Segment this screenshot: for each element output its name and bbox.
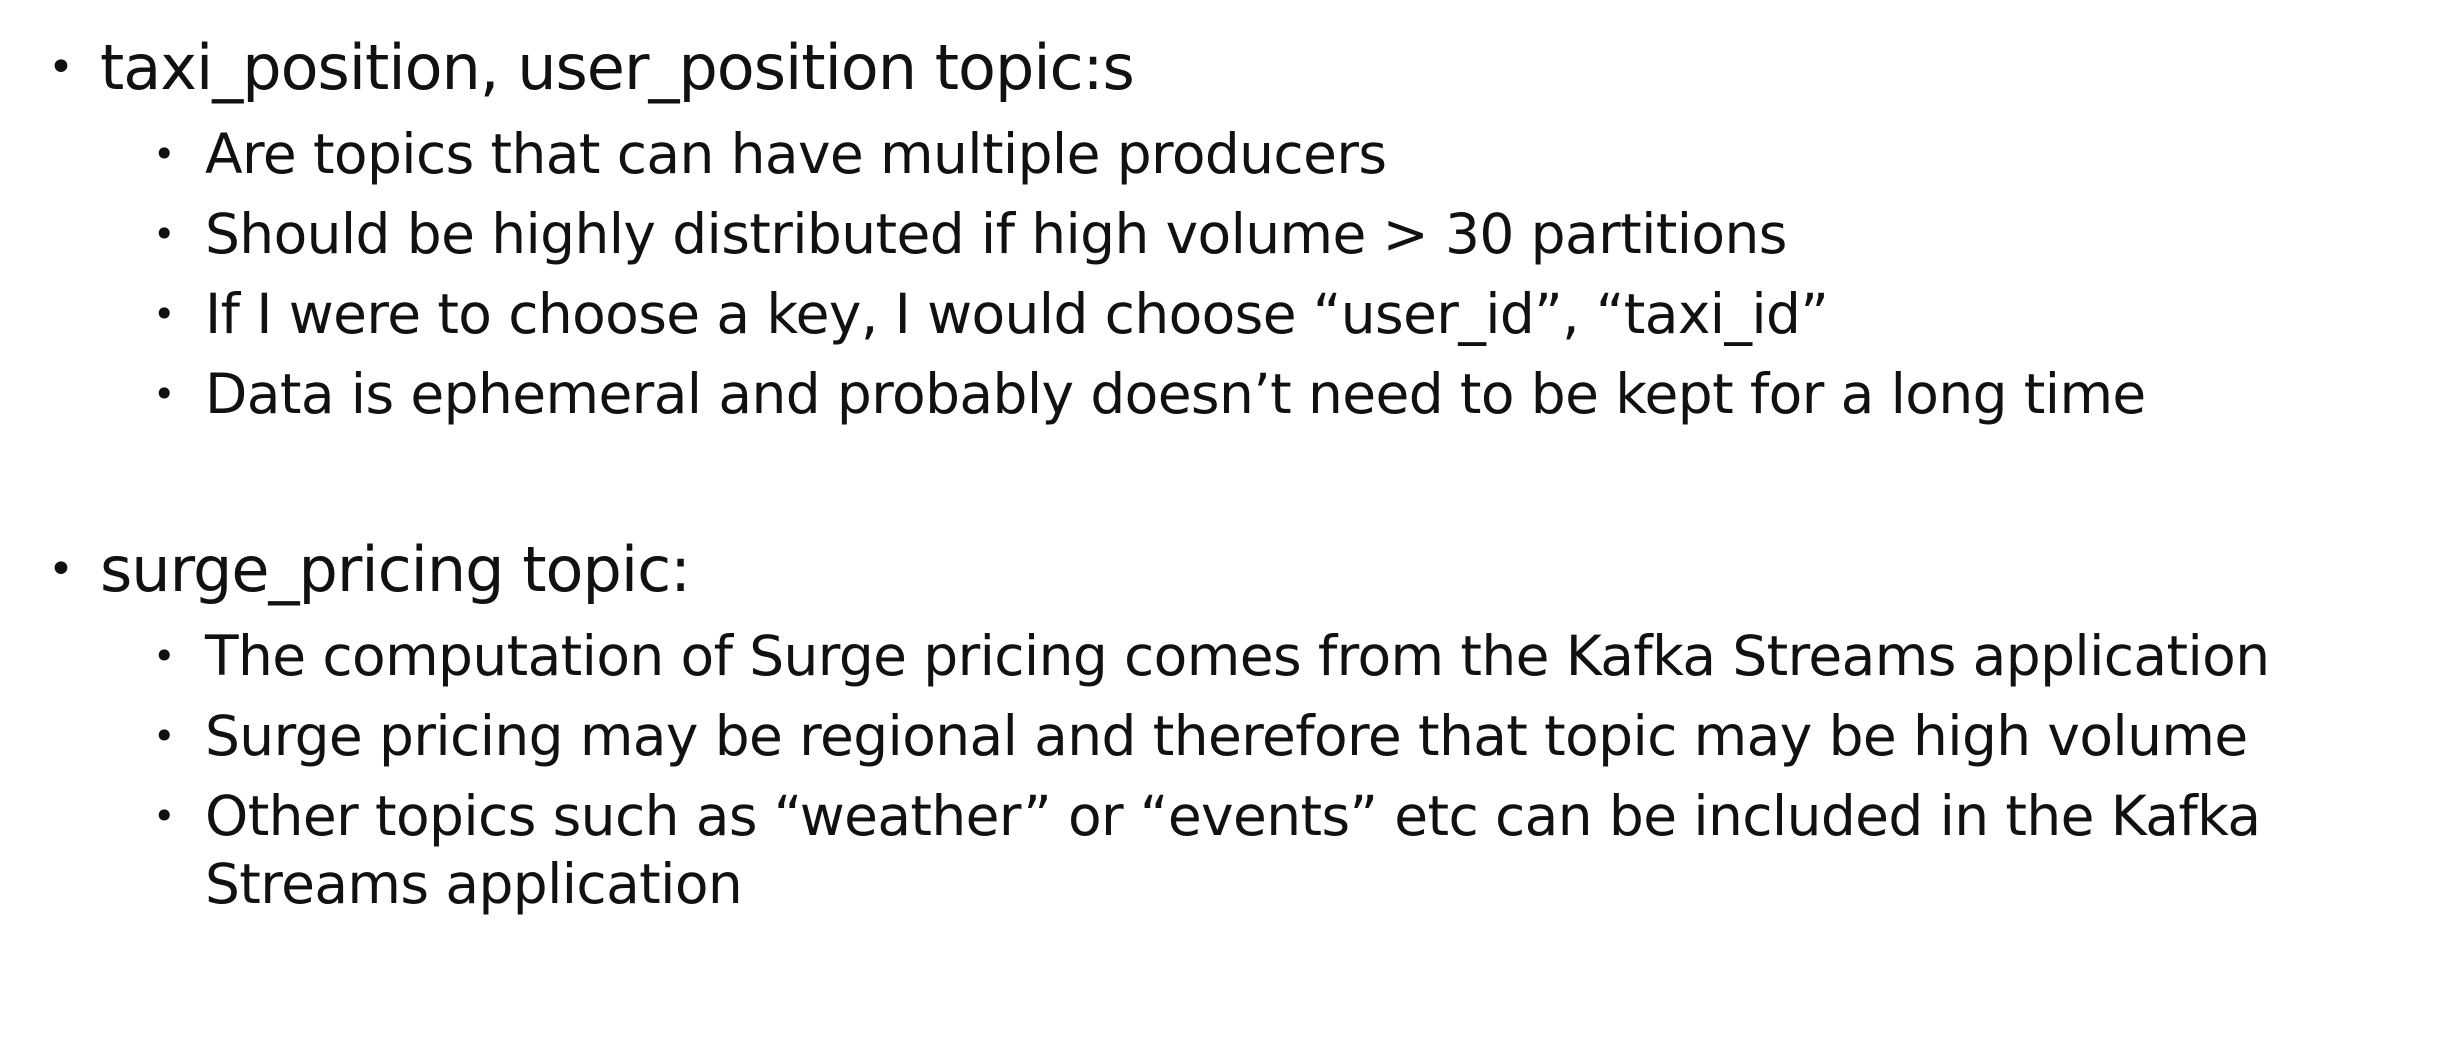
section-heading: • surge_pricing topic:	[0, 530, 2448, 610]
list-item: • Data is ephemeral and probably doesn’t…	[0, 360, 2405, 428]
list-item: • Are topics that can have multiple prod…	[0, 120, 2405, 188]
section-surge-pricing: • surge_pricing topic: • The computation…	[0, 530, 2448, 918]
list-item: • Should be highly distributed if high v…	[0, 200, 2405, 268]
heading-text: surge_pricing topic:	[100, 533, 691, 606]
bullet-icon: •	[153, 714, 175, 758]
bullet-icon: •	[48, 42, 74, 93]
list-item: • The computation of Surge pricing comes…	[0, 622, 2405, 690]
sub-bullet-list: • Are topics that can have multiple prod…	[0, 120, 2448, 428]
bullet-icon: •	[48, 544, 74, 595]
list-item: • If I were to choose a key, I would cho…	[0, 280, 2405, 348]
bullet-icon: •	[153, 212, 175, 256]
bullet-icon: •	[153, 372, 175, 416]
section-heading: • taxi_position, user_position topic:s	[0, 28, 2448, 108]
list-item: • Surge pricing may be regional and ther…	[0, 702, 2405, 770]
heading-text: taxi_position, user_position topic:s	[100, 31, 1135, 104]
bullet-icon: •	[153, 634, 175, 678]
list-item-text: Other topics such as “weather” or “event…	[205, 784, 2261, 916]
bullet-icon: •	[153, 794, 175, 838]
list-item-text: Are topics that can have multiple produc…	[205, 122, 1387, 186]
section-taxi-user-position: • taxi_position, user_position topic:s •…	[0, 28, 2448, 428]
list-item-text: If I were to choose a key, I would choos…	[205, 282, 1829, 346]
bullet-icon: •	[153, 292, 175, 336]
sub-bullet-list: • The computation of Surge pricing comes…	[0, 622, 2448, 918]
list-item: • Other topics such as “weather” or “eve…	[0, 782, 2405, 918]
list-item-text: Surge pricing may be regional and theref…	[205, 704, 2248, 768]
list-item-text: Should be highly distributed if high vol…	[205, 202, 1787, 266]
bullet-icon: •	[153, 132, 175, 176]
list-item-text: Data is ephemeral and probably doesn’t n…	[205, 362, 2146, 426]
list-item-text: The computation of Surge pricing comes f…	[205, 624, 2270, 688]
